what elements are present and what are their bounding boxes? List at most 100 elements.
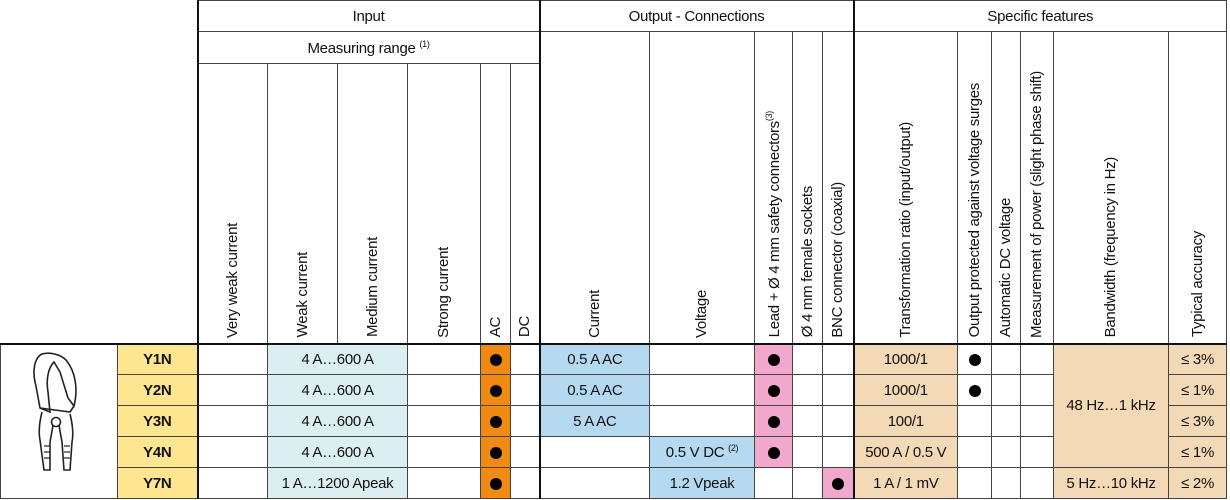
model-cell: Y4N xyxy=(117,436,198,468)
dot-icon xyxy=(489,353,502,366)
output-protected-cell xyxy=(957,405,993,437)
very-weak-cell xyxy=(196,374,268,406)
dc-cell xyxy=(509,405,541,437)
dot-icon xyxy=(767,353,780,366)
dc-cell xyxy=(509,342,541,375)
automatic-dc-cell xyxy=(991,342,1022,375)
bnc-cell xyxy=(822,342,855,375)
bnc-cell xyxy=(822,436,855,468)
dot-icon xyxy=(489,446,502,459)
weak-range-cell: 4 A…600 A xyxy=(267,342,408,375)
col-bandwidth: Bandwidth (frequency in Hz) xyxy=(1053,31,1170,344)
col-power-measurement: Measurement of power (slight phase shift… xyxy=(1020,31,1055,344)
dot-icon xyxy=(767,446,780,459)
col-bnc: BNC connector (coaxial) xyxy=(822,31,855,344)
clamp-probe-icon xyxy=(33,352,77,471)
ratio-cell: 1000/1 xyxy=(852,342,959,375)
accuracy-cell: ≤ 1% xyxy=(1168,436,1228,468)
dc-cell xyxy=(509,436,541,468)
output-current-cell: 5 A AC xyxy=(538,405,651,437)
strong-cell xyxy=(407,374,481,406)
automatic-dc-cell xyxy=(991,467,1022,499)
col-output-protected: Output protected against voltage surges xyxy=(957,31,993,344)
ac-cell xyxy=(480,342,511,375)
col-weak-current: Weak current xyxy=(267,63,338,344)
output-protected-cell xyxy=(957,436,993,468)
automatic-dc-cell xyxy=(991,374,1022,406)
strong-cell xyxy=(407,436,481,468)
dot-icon xyxy=(767,415,780,428)
power-cell xyxy=(1020,374,1055,406)
very-weak-cell xyxy=(196,405,268,437)
accuracy-cell: ≤ 2% xyxy=(1168,467,1228,499)
dot-icon xyxy=(767,384,780,397)
dot-icon xyxy=(489,477,502,490)
col-voltage: Voltage xyxy=(649,31,756,344)
accuracy-cell: ≤ 1% xyxy=(1168,374,1228,406)
table-row: Y7N 1 A…1200 Apeak 1.2 Vpeak 1 A / 1 mV … xyxy=(1,467,1228,499)
group-features: Specific features xyxy=(852,0,1228,32)
very-weak-cell xyxy=(196,436,268,468)
ac-cell xyxy=(480,405,511,437)
output-protected-cell xyxy=(957,467,993,499)
group-input: Input xyxy=(196,0,541,32)
weak-range-cell: 4 A…600 A xyxy=(267,374,408,406)
table-row: Y4N 4 A…600 A 0.5 V DC (2) 500 A / 0.5 V… xyxy=(1,436,1228,468)
lead-connectors-cell xyxy=(754,342,794,375)
power-cell xyxy=(1020,436,1055,468)
col-ac: AC xyxy=(480,63,511,344)
output-protected-cell xyxy=(957,342,993,375)
col-automatic-dc: Automatic DC voltage xyxy=(991,31,1022,344)
bnc-cell xyxy=(822,405,855,437)
accuracy-cell: ≤ 3% xyxy=(1168,342,1228,375)
very-weak-cell xyxy=(196,467,268,499)
dc-cell xyxy=(509,467,541,499)
col-female-sockets: Ø 4 mm female sockets xyxy=(792,31,824,344)
model-cell: Y7N xyxy=(117,467,198,499)
col-lead-connectors: Lead + Ø 4 mm safety connectors(3) xyxy=(754,31,794,344)
output-voltage-cell xyxy=(649,405,756,437)
output-voltage-cell xyxy=(649,342,756,375)
ratio-cell: 1000/1 xyxy=(852,374,959,406)
female-sockets-cell xyxy=(792,342,824,375)
col-dc: DC xyxy=(509,63,541,344)
dot-icon xyxy=(489,384,502,397)
col-very-weak-current: Very weak current xyxy=(196,63,268,344)
output-current-cell xyxy=(538,436,651,468)
col-strong-current: Strong current xyxy=(407,63,481,344)
output-current-cell: 0.5 A AC xyxy=(538,374,651,406)
female-sockets-cell xyxy=(792,467,824,499)
power-cell xyxy=(1020,467,1055,499)
ratio-cell: 1 A / 1 mV xyxy=(852,467,959,499)
weak-range-cell: 4 A…600 A xyxy=(267,436,408,468)
strong-cell xyxy=(407,467,481,499)
ac-cell xyxy=(480,467,511,499)
output-voltage-cell xyxy=(649,374,756,406)
bnc-cell xyxy=(822,467,855,499)
col-transformation-ratio: Transformation ratio (input/output) xyxy=(852,31,959,344)
model-cell: Y2N xyxy=(117,374,198,406)
very-weak-cell xyxy=(196,342,268,375)
ratio-cell: 500 A / 0.5 V xyxy=(852,436,959,468)
power-cell xyxy=(1020,405,1055,437)
weak-range-cell: 1 A…1200 Apeak xyxy=(267,467,408,499)
accuracy-cell: ≤ 3% xyxy=(1168,405,1228,437)
lead-connectors-cell xyxy=(754,405,794,437)
strong-cell xyxy=(407,405,481,437)
dot-icon xyxy=(489,415,502,428)
table-row: Y3N 4 A…600 A 5 A AC 100/1 ≤ 3% xyxy=(1,405,1228,437)
automatic-dc-cell xyxy=(991,436,1022,468)
dc-cell xyxy=(509,374,541,406)
dot-icon xyxy=(968,353,981,366)
output-voltage-cell: 1.2 Vpeak xyxy=(649,467,756,499)
female-sockets-cell xyxy=(792,374,824,406)
dot-icon xyxy=(831,477,844,490)
output-protected-cell xyxy=(957,374,993,406)
col-medium-current: Medium current xyxy=(337,63,408,344)
blank-corner xyxy=(1,1,198,344)
lead-connectors-cell xyxy=(754,374,794,406)
female-sockets-cell xyxy=(792,436,824,468)
subheader-measuring-range: Measuring range (1) xyxy=(196,31,541,64)
lead-connectors-cell xyxy=(754,467,794,499)
automatic-dc-cell xyxy=(991,405,1022,437)
